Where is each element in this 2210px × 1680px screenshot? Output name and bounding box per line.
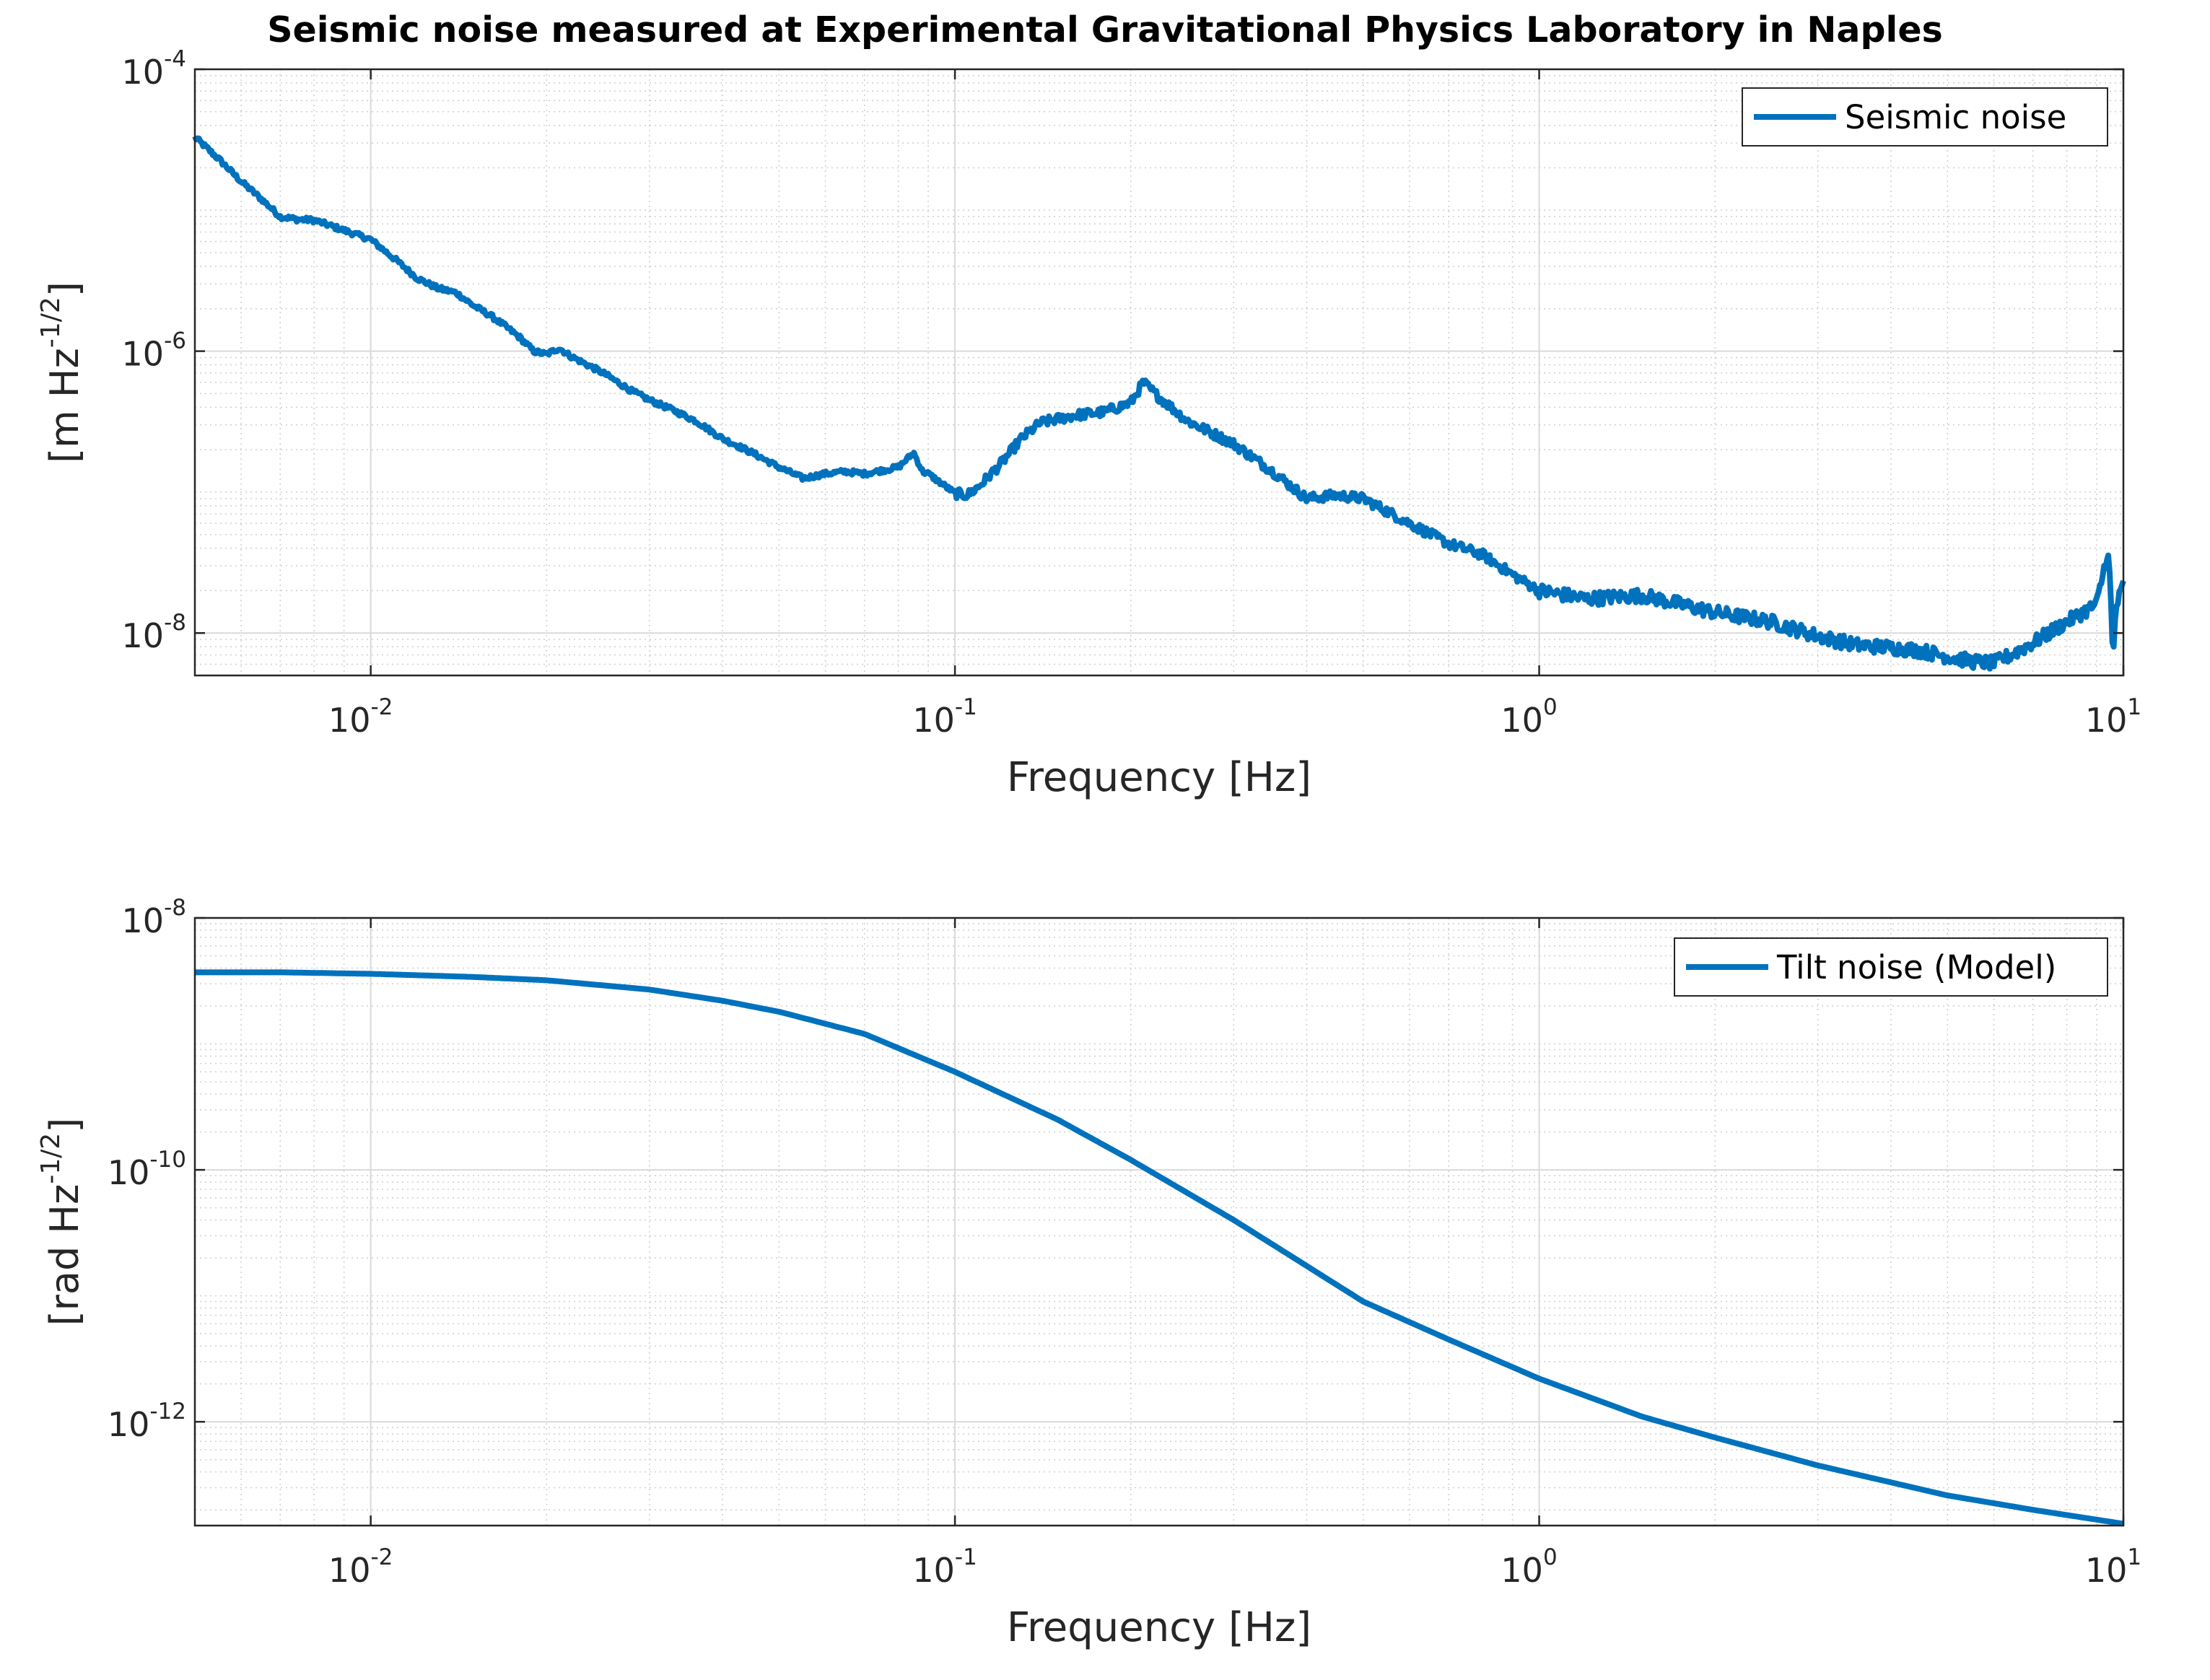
x-axis-label: Frequency [Hz] (1007, 754, 1311, 801)
seismic-noise-plot: 10-2 10-1 100 101 10-8 10-6 10-4 Frequency [Hz]… (36, 46, 2141, 801)
chart-title: Seismic noise measured at Experimental G… (267, 9, 1943, 51)
legend: Tilt noise (Model) (1674, 937, 2108, 997)
x-tick-label: 10-1 (912, 694, 977, 740)
axes-border (193, 916, 2125, 1527)
y-axis-label: [m Hz-1/2] (36, 281, 87, 463)
y-axis-label: [rad Hz-1/2] (36, 1118, 87, 1326)
x-tick-label: 10-2 (328, 1544, 393, 1590)
plot-area (195, 918, 2123, 1526)
tick-marks (195, 916, 2125, 1526)
grid-lines (194, 917, 2124, 1526)
legend-box (1674, 937, 2108, 997)
x-tick-label: 10-2 (328, 694, 393, 740)
x-tick-label: 100 (1501, 1544, 1557, 1590)
x-axis-label: Frequency [Hz] (1007, 1604, 1311, 1651)
tick-marks (195, 68, 2125, 675)
series-line-seismic-noise (192, 135, 2126, 672)
tilt-noise-plot: 10-2 10-1 100 101 10-12 10-10 10-8 Frequency [H… (36, 895, 2141, 1651)
y-tick-label: 10-10 (108, 1147, 186, 1192)
legend-label: Tilt noise (Model) (1776, 948, 2056, 986)
y-tick-label: 10-6 (122, 328, 186, 374)
x-tick-label: 100 (1501, 694, 1557, 740)
x-tick-label: 10-1 (912, 1544, 977, 1590)
y-tick-label: 10-8 (122, 610, 186, 655)
series-line-tilt-noise-model (195, 969, 2124, 1527)
y-tick-label: 10-12 (108, 1399, 186, 1444)
x-tick-label: 101 (2085, 694, 2141, 740)
plot-area (195, 69, 2123, 675)
axes-border (193, 68, 2125, 677)
legend: Seismic noise (1742, 87, 2108, 146)
x-tick-label: 101 (2085, 1544, 2141, 1590)
legend-label: Seismic noise (1845, 98, 2066, 136)
y-tick-label: 10-4 (122, 46, 186, 92)
y-tick-label: 10-8 (122, 895, 186, 940)
